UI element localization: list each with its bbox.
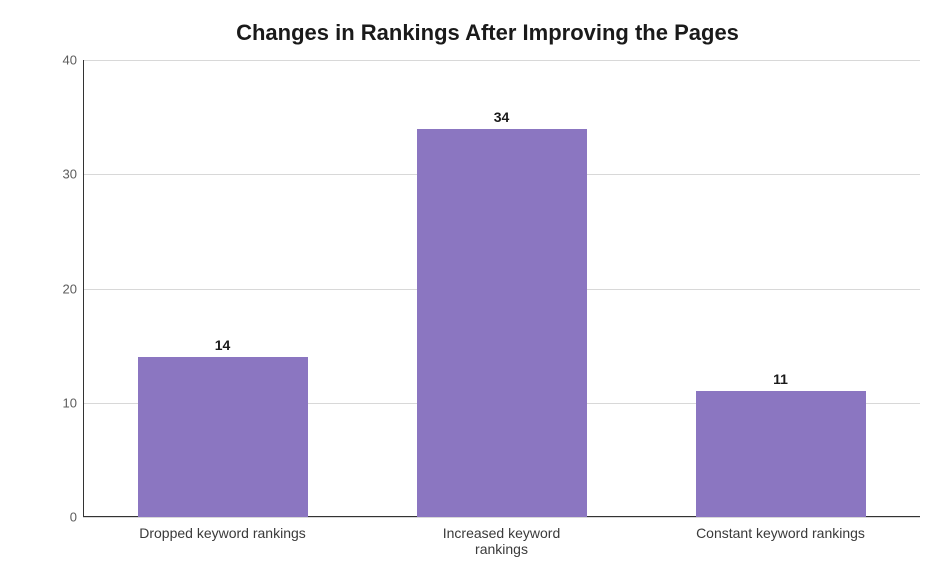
x-axis-label: Increased keyword rankings [417, 525, 587, 557]
bar: 34 [417, 129, 587, 517]
chart-container: Changes in Rankings After Improving the … [0, 0, 950, 587]
bars: 14 34 11 [83, 60, 920, 517]
bar-value-label: 11 [773, 371, 788, 387]
bar-group: 34 [417, 60, 587, 517]
x-axis-labels: Dropped keyword rankings Increased keywor… [83, 517, 920, 557]
y-tick-label: 40 [47, 53, 77, 68]
bar-group: 11 [696, 60, 866, 517]
y-tick-label: 0 [47, 510, 77, 525]
bar-value-label: 14 [215, 337, 231, 353]
y-axis: 010203040 [47, 60, 77, 517]
y-tick-label: 20 [47, 281, 77, 296]
bar: 11 [696, 391, 866, 517]
bar-value-label: 34 [494, 109, 510, 125]
x-axis-label: Dropped keyword rankings [138, 525, 308, 557]
x-axis-label: Constant keyword rankings [696, 525, 866, 557]
bar: 14 [138, 357, 308, 517]
plot-area: 010203040 143411 Dropped keyword ranking… [55, 60, 920, 517]
y-tick-label: 30 [47, 167, 77, 182]
bar-group: 14 [138, 60, 308, 517]
y-tick-label: 10 [47, 395, 77, 410]
chart-title: Changes in Rankings After Improving the … [55, 20, 920, 46]
